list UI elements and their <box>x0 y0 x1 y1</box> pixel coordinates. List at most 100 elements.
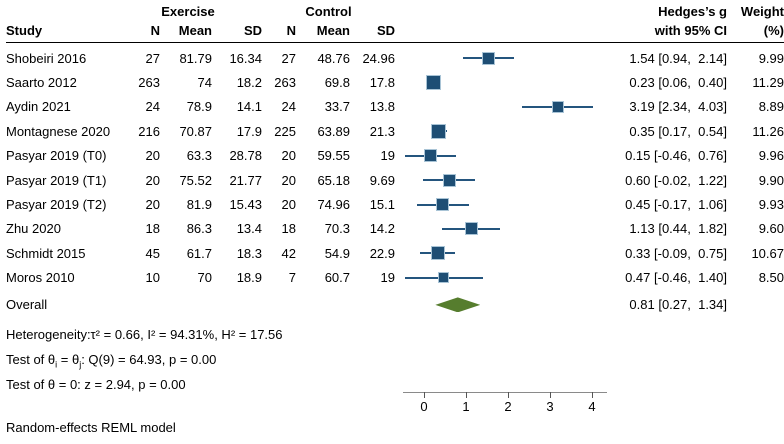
exercise-mean-value: 61.7 <box>186 245 212 261</box>
effect-size-ci-value: 1.54 [0.94, 2.14] <box>629 50 727 66</box>
forest-plot-cell <box>395 168 607 192</box>
study-row: Pasyar 2019 (T1) 20 75.52 21.77 20 65.18 9.69 0… <box>6 168 784 192</box>
control-n-value: 7 <box>288 270 296 286</box>
x-axis-tick <box>424 392 425 398</box>
x-axis-tick-label: 0 <box>420 399 428 414</box>
control-sd-value: 15.1 <box>369 197 395 213</box>
forest-plot-cell <box>395 95 607 119</box>
control-mean-value: 63.89 <box>317 123 350 139</box>
forest-plot-cell <box>395 217 607 241</box>
study-row: Pasyar 2019 (T2) 20 81.9 15.43 20 74.96 15.1 0.… <box>6 192 784 216</box>
study-row: Schmidt 2015 45 61.7 18.3 42 54.9 22.9 0.33 [-0… <box>6 241 784 265</box>
weight-value: 9.93 <box>758 197 784 213</box>
study-label: Pasyar 2019 (T1) <box>6 172 107 188</box>
heterogeneity-stats: Heterogeneity:τ² = 0.66, I² = 94.31%, H²… <box>6 326 283 342</box>
table-header: Exercise Control Hedges’s g Weight Study… <box>6 2 784 43</box>
header-study: Study <box>6 23 43 38</box>
model-note: Random-effects REML model <box>6 419 176 435</box>
weight-value: 8.89 <box>758 99 784 115</box>
weight-value: 9.99 <box>758 50 784 66</box>
exercise-n-value: 45 <box>145 245 160 261</box>
weight-value: 9.96 <box>758 148 784 164</box>
control-sd-value: 17.8 <box>369 75 395 91</box>
control-n-value: 263 <box>274 75 296 91</box>
effect-size-ci-value: 0.15 [-0.46, 0.76] <box>625 148 727 164</box>
control-mean-value: 54.9 <box>324 245 350 261</box>
control-mean-value: 65.18 <box>317 172 350 188</box>
header-control-mean: Mean <box>316 23 350 38</box>
overall-ci-value: 0.81 [0.27, 1.34] <box>629 297 727 313</box>
exercise-sd-value: 16.34 <box>229 50 262 66</box>
exercise-n-value: 263 <box>138 75 160 91</box>
exercise-n-value: 20 <box>145 197 160 213</box>
exercise-mean-value: 70 <box>197 270 212 286</box>
test-zero-stats: Test of θ = 0: z = 2.94, p = 0.00 <box>6 376 186 392</box>
forest-plot-cell <box>395 241 607 265</box>
study-row: Zhu 2020 18 86.3 13.4 18 70.3 14.2 1.13 [0.44, … <box>6 217 784 241</box>
effect-size-marker <box>482 51 496 65</box>
exercise-n-value: 24 <box>145 99 160 115</box>
control-mean-value: 69.8 <box>324 75 350 91</box>
study-label: Zhu 2020 <box>6 221 61 237</box>
overall-label: Overall <box>6 297 48 313</box>
group-header-exercise: Exercise <box>161 4 215 19</box>
x-axis-line <box>403 392 607 393</box>
exercise-sd-value: 13.4 <box>236 221 262 237</box>
overall-plot-cell <box>395 293 607 317</box>
effect-size-marker <box>430 246 445 261</box>
effect-size-ci-value: 0.47 [-0.46, 1.40] <box>625 270 727 286</box>
effect-size-ci-value: 0.60 [-0.02, 1.22] <box>625 172 727 188</box>
overall-diamond <box>435 297 481 313</box>
x-axis-tick <box>508 392 509 398</box>
effect-size-ci-value: 0.23 [0.06, 0.40] <box>629 75 727 91</box>
control-sd-value: 9.69 <box>369 172 395 188</box>
stats-text: Test of θ <box>6 351 56 367</box>
study-row: Pasyar 2019 (T0) 20 63.3 28.78 20 59.55 19 0.15… <box>6 144 784 168</box>
weight-value: 11.26 <box>752 123 784 139</box>
exercise-sd-value: 18.2 <box>236 75 262 91</box>
weight-value: 9.90 <box>758 172 784 188</box>
study-label: Aydin 2021 <box>6 99 71 115</box>
header-exercise-n: N <box>150 23 160 38</box>
exercise-mean-value: 81.9 <box>186 197 212 213</box>
forest-plot-cell <box>395 192 607 216</box>
effect-size-marker <box>431 123 447 139</box>
effect-size-marker <box>436 198 450 212</box>
effect-size-ci-value: 0.33 [-0.09, 0.75] <box>625 245 727 261</box>
exercise-n-value: 18 <box>145 221 160 237</box>
stats-block: Heterogeneity:τ² = 0.66, I² = 94.31%, H²… <box>6 322 784 397</box>
control-n-value: 225 <box>274 123 296 139</box>
effect-size-ci-value: 0.45 [-0.17, 1.06] <box>625 197 727 213</box>
header-control-n: N <box>286 23 296 38</box>
effect-size-marker <box>426 75 442 91</box>
x-axis-tick-label: 3 <box>546 399 554 414</box>
weight-value: 10.67 <box>751 245 784 261</box>
effect-size-ci-value: 0.35 [0.17, 0.54] <box>629 123 727 139</box>
study-row: Montagnese 2020 216 70.87 17.9 225 63.89 21.3 0… <box>6 119 784 143</box>
overall-row: Overall 0.81 [0.27, 1.34] <box>6 293 784 317</box>
exercise-mean-value: 75.52 <box>179 172 212 188</box>
forest-plot-cell <box>395 119 607 143</box>
exercise-mean-value: 74 <box>197 75 212 91</box>
exercise-sd-value: 18.9 <box>236 270 262 286</box>
study-label: Pasyar 2019 (T2) <box>6 197 107 213</box>
x-axis: 0 1 2 3 4 <box>395 388 607 418</box>
effect-size-ci-value: 3.19 [2.34, 4.03] <box>629 99 727 115</box>
x-axis-tick-label: 2 <box>504 399 512 414</box>
study-row: Shobeiri 2016 27 81.79 16.34 27 48.76 24.96 1.5… <box>6 46 784 70</box>
exercise-n-value: 27 <box>145 50 160 66</box>
group-header-control: Control <box>305 4 352 19</box>
control-n-value: 20 <box>281 172 296 188</box>
header-exercise-sd: SD <box>243 23 262 38</box>
exercise-sd-value: 28.78 <box>229 148 262 164</box>
control-n-value: 24 <box>281 99 296 115</box>
control-sd-value: 22.9 <box>369 245 395 261</box>
stats-subscript: j <box>79 359 82 370</box>
x-axis-tick <box>466 392 467 398</box>
weight-value: 9.60 <box>758 221 784 237</box>
exercise-mean-value: 70.87 <box>179 123 212 139</box>
exercise-sd-value: 14.1 <box>236 99 262 115</box>
exercise-mean-value: 63.3 <box>186 148 212 164</box>
control-sd-value: 21.3 <box>369 123 395 139</box>
